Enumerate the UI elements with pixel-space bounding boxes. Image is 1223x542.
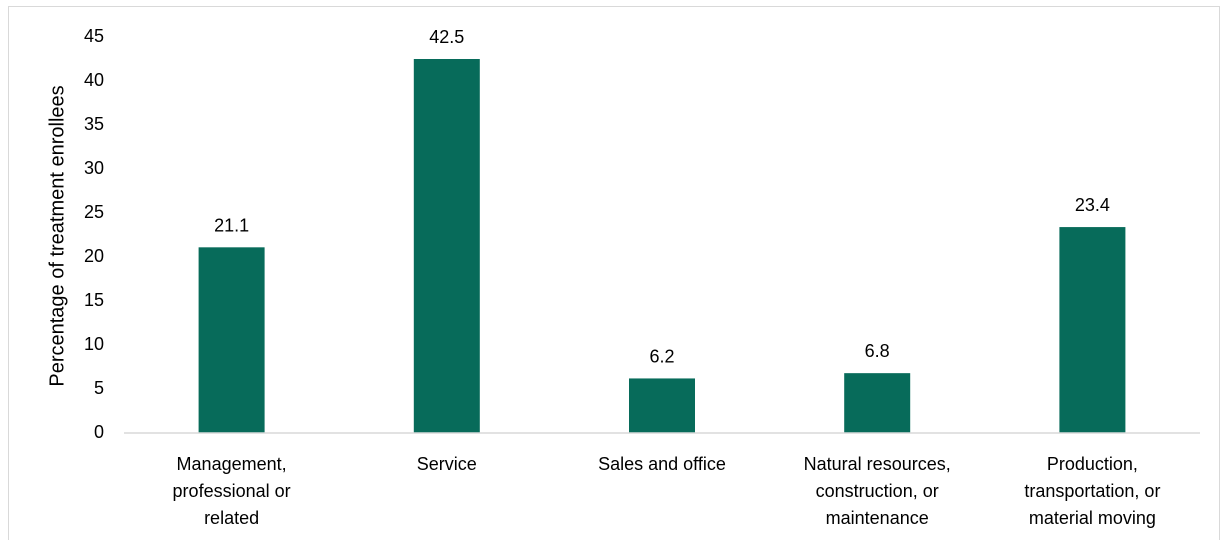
data-label: 42.5 (429, 27, 464, 47)
y-tick-label: 30 (84, 158, 104, 178)
x-tick-label-line: Service (417, 454, 477, 474)
data-labels: 21.1 42.5 6.2 6.8 23.4 (214, 27, 1110, 366)
y-tick-label: 0 (94, 422, 104, 442)
bar (1059, 227, 1126, 433)
x-tick-label: Service (417, 454, 477, 474)
data-label: 6.8 (865, 341, 890, 361)
y-axis-label: Percentage of treatment enrollees (46, 85, 68, 386)
x-tick-label-line: Natural resources, (804, 454, 951, 474)
x-axis: Management, professional or related Service… (173, 454, 1161, 528)
data-label: 21.1 (214, 215, 249, 235)
bar (198, 247, 265, 433)
x-tick-label-line: Sales and office (598, 454, 726, 474)
y-tick-label: 35 (84, 114, 104, 134)
bars (198, 59, 1126, 433)
y-tick-label: 45 (84, 26, 104, 46)
y-tick-label: 15 (84, 290, 104, 310)
bar (413, 59, 480, 433)
x-tick-label-line: maintenance (826, 508, 929, 528)
x-tick-label-line: related (204, 508, 259, 528)
y-tick-label: 40 (84, 70, 104, 90)
data-label: 23.4 (1075, 195, 1110, 215)
x-tick-label-line: material moving (1029, 508, 1156, 528)
y-tick-label: 20 (84, 246, 104, 266)
y-tick-label: 10 (84, 334, 104, 354)
y-axis: 0 5 10 15 20 25 30 35 40 45 (84, 26, 104, 442)
x-tick-label-line: Management, (177, 454, 287, 474)
x-tick-label-line: Production, (1047, 454, 1138, 474)
x-tick-label-line: professional or (173, 481, 291, 501)
x-tick-label: Sales and office (598, 454, 726, 474)
data-label: 6.2 (649, 346, 674, 366)
bar (844, 373, 911, 433)
x-tick-label: Production, transportation, or material mo… (1024, 454, 1160, 528)
bar (629, 378, 695, 433)
y-tick-label: 5 (94, 378, 104, 398)
x-tick-label: Management, professional or related (173, 454, 291, 528)
x-tick-label-line: transportation, or (1024, 481, 1160, 501)
y-tick-label: 25 (84, 202, 104, 222)
chart-frame (8, 6, 1220, 540)
x-tick-label-line: construction, or (816, 481, 939, 501)
x-tick-label: Natural resources, construction, or mainte… (804, 454, 951, 528)
